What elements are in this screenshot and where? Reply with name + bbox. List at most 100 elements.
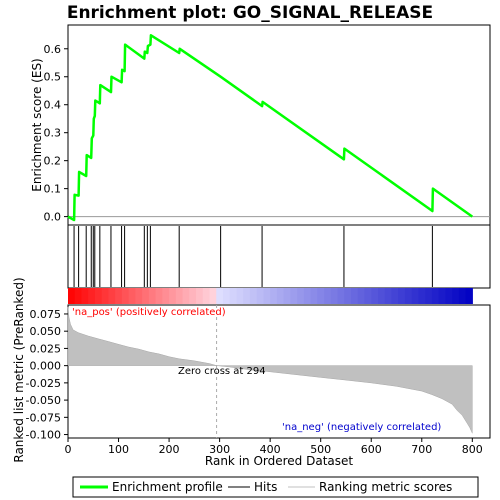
- color-bar-segment: [330, 288, 339, 304]
- pos-correlated-label: 'na_pos' (positively correlated): [72, 307, 226, 318]
- color-bar-segment: [458, 288, 467, 304]
- color-bar-segment: [155, 288, 163, 304]
- color-bar-segment: [324, 288, 332, 304]
- legend-label-metric: Ranking metric scores: [319, 480, 452, 494]
- metric-y-tick-label: 0.075: [30, 308, 62, 321]
- color-bar-segment: [182, 288, 190, 304]
- color-bar-segment: [431, 288, 440, 304]
- color-bar-segment: [270, 288, 278, 304]
- color-bar-segment: [344, 288, 352, 304]
- color-bar-segment: [115, 288, 123, 304]
- metric-x-tick-label: 500: [310, 443, 331, 456]
- legend-frame: [72, 476, 479, 498]
- color-bar-segment: [290, 288, 298, 304]
- color-bar-segment: [337, 288, 345, 304]
- metric-panel-frame: [67, 304, 491, 439]
- color-bar-segment: [377, 288, 386, 304]
- color-bar-segment: [94, 288, 103, 304]
- metric-x-tick-label: 800: [462, 443, 483, 456]
- color-bar-segment: [445, 288, 453, 304]
- hits-panel: [67, 224, 491, 289]
- metric-y-tick-label: 0.000: [30, 360, 62, 373]
- color-bar-segment: [196, 288, 204, 304]
- color-bar-segment: [135, 288, 143, 304]
- neg-correlated-label: 'na_neg' (negatively correlated): [282, 422, 441, 433]
- color-bar-segment: [142, 288, 150, 304]
- color-bar-segment: [438, 288, 446, 304]
- metric-y-tick-label: -0.075: [26, 411, 61, 424]
- color-bar-segment: [249, 288, 258, 304]
- color-bar-segment: [398, 288, 406, 304]
- metric-x-tick-label: 400: [260, 443, 281, 456]
- color-bar-segment: [465, 288, 473, 304]
- metric-y-tick-label: 0.050: [30, 325, 62, 338]
- color-bar-segment: [175, 288, 184, 304]
- color-bar-segment: [74, 288, 83, 304]
- es-y-tick-label: 0.5: [44, 71, 62, 84]
- color-bar-segment: [162, 288, 170, 304]
- metric-y-axis: 0.075 0.050 0.025 0.000 -0.025 -0.050 -0.075 -0…: [26, 308, 68, 442]
- color-bar-segment: [229, 288, 238, 304]
- es-y-tick-label: 0.4: [44, 99, 62, 112]
- color-bar-segment: [310, 288, 318, 304]
- color-bar-segment: [216, 288, 224, 304]
- metric-y-tick-label: -0.025: [26, 377, 61, 390]
- metric-y-tick-label: 0.025: [30, 342, 62, 355]
- color-bar-segment: [384, 288, 393, 304]
- color-bar-segment: [317, 288, 325, 304]
- color-bar-segment: [263, 288, 271, 304]
- metric-panel: 0.075 0.050 0.025 0.000 -0.025 -0.050 -0.075 -0…: [12, 277, 491, 468]
- color-bar-segment: [411, 288, 420, 304]
- color-bar-segment: [209, 288, 217, 304]
- zero-cross-label: Zero cross at 294: [178, 366, 266, 377]
- color-bar-segment: [425, 288, 433, 304]
- metric-x-tick-label: 300: [209, 443, 230, 456]
- ranking-color-bar: [68, 288, 473, 304]
- legend-label-hits: Hits: [254, 480, 277, 494]
- color-bar-segment: [364, 288, 372, 304]
- color-bar-segment: [222, 288, 231, 304]
- color-bar-segment: [169, 288, 177, 304]
- es-y-axis: 0.0 0.1 0.2 0.3 0.4 0.5 0.6: [44, 43, 68, 224]
- color-bar-segment: [452, 288, 460, 304]
- color-bar-segment: [121, 288, 130, 304]
- metric-y-axis-label: Ranked list metric (PreRanked): [12, 277, 26, 462]
- legend: Enrichment profile Hits Ranking metric s…: [72, 476, 479, 498]
- es-panel-frame: [67, 24, 491, 226]
- metric-x-tick-label: 200: [159, 443, 180, 456]
- metric-x-tick-label: 700: [411, 443, 432, 456]
- color-bar-segment: [243, 288, 251, 304]
- color-bar-segment: [128, 288, 136, 304]
- metric-area-layer: [67, 305, 473, 438]
- color-bar-segment: [283, 288, 291, 304]
- es-curve-layer: [67, 34, 474, 222]
- metric-y-tick-label: -0.050: [26, 394, 61, 407]
- color-bar-segment: [276, 288, 285, 304]
- color-bar-segment: [81, 288, 89, 304]
- legend-label-enrichment: Enrichment profile: [112, 480, 223, 494]
- metric-x-tick-label: 0: [65, 443, 72, 456]
- color-bar-segment: [297, 288, 305, 304]
- color-bar-segment: [68, 288, 76, 304]
- color-bar-segment: [256, 288, 265, 304]
- color-bar-segment: [391, 288, 399, 304]
- color-bar-segment: [148, 288, 157, 304]
- es-y-tick-label: 0.3: [44, 127, 62, 140]
- color-bar-segment: [108, 288, 116, 304]
- es-y-tick-label: 0.0: [44, 211, 62, 224]
- color-bar-segment: [189, 288, 197, 304]
- es-series-line: [67, 34, 474, 222]
- es-y-tick-label: 0.1: [44, 183, 62, 196]
- es-panel: 0.0 0.1 0.2 0.3 0.4 0.5 0.6 Enrichment score (…: [30, 24, 491, 226]
- color-bar-segment: [303, 288, 312, 304]
- color-bar-segment: [404, 288, 413, 304]
- color-bar-segment: [101, 288, 110, 304]
- metric-y-tick-label: -0.100: [26, 429, 61, 442]
- metric-x-axis: 0 100 200 300 400 500 600 700 800: [65, 438, 483, 456]
- hits-panel-frame: [67, 224, 491, 289]
- color-bar-segment: [357, 288, 366, 304]
- es-y-tick-label: 0.2: [44, 155, 62, 168]
- metric-area-fill: [67, 307, 473, 434]
- metric-x-tick-label: 100: [108, 443, 129, 456]
